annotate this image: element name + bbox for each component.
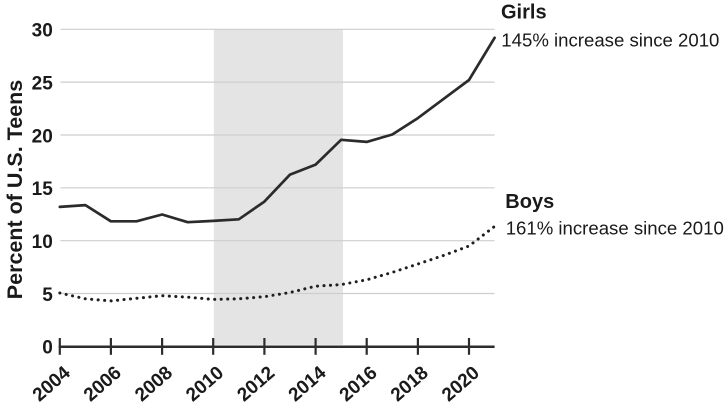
svg-text:Girls: Girls — [501, 2, 547, 24]
svg-text:2020: 2020 — [438, 362, 484, 406]
svg-text:2010: 2010 — [182, 362, 228, 406]
svg-text:Boys: Boys — [505, 191, 554, 213]
svg-text:161% increase since 2010: 161% increase since 2010 — [506, 218, 724, 239]
svg-text:25: 25 — [32, 74, 54, 95]
svg-text:Percent of U.S. Teens: Percent of U.S. Teens — [3, 80, 27, 299]
svg-text:20: 20 — [32, 126, 53, 147]
svg-text:145% increase since 2010: 145% increase since 2010 — [501, 29, 719, 50]
svg-text:10: 10 — [32, 232, 53, 253]
svg-text:2012: 2012 — [233, 362, 279, 406]
svg-text:2008: 2008 — [131, 362, 177, 406]
svg-text:2014: 2014 — [285, 362, 331, 406]
svg-text:2006: 2006 — [80, 362, 126, 406]
svg-text:2018: 2018 — [387, 362, 433, 406]
svg-text:2016: 2016 — [336, 362, 382, 406]
svg-text:5: 5 — [42, 285, 53, 306]
svg-text:15: 15 — [32, 179, 54, 200]
svg-text:2004: 2004 — [29, 362, 75, 406]
svg-text:30: 30 — [32, 21, 53, 42]
svg-text:0: 0 — [42, 337, 53, 358]
